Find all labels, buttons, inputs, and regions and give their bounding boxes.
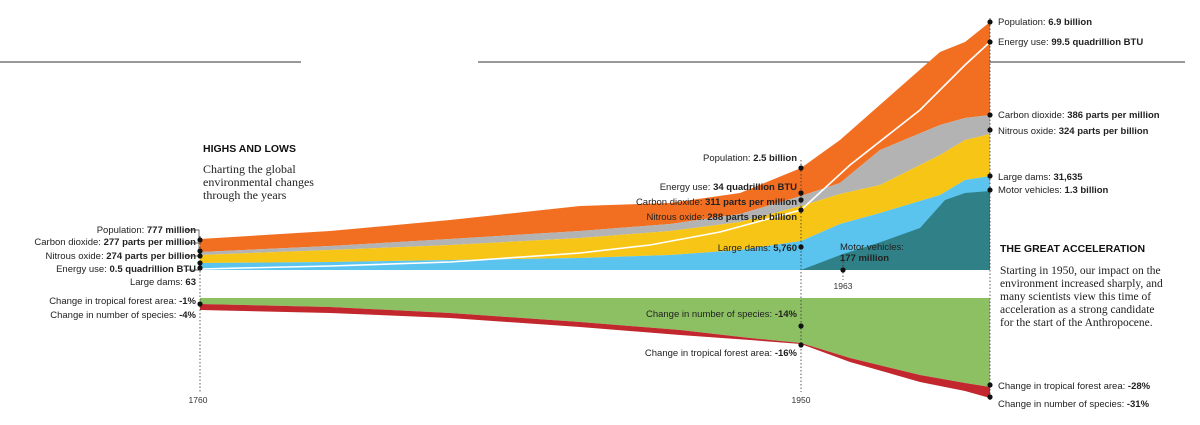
dot-right-forest bbox=[987, 382, 993, 388]
dot-left-carbon bbox=[197, 248, 203, 254]
dot-motor-vehicles-start bbox=[840, 267, 846, 273]
right-label-population: Population: 6.9 billion bbox=[998, 17, 1092, 28]
intro-subtitle-1: Charting the global bbox=[203, 162, 296, 176]
leader-left-carbon bbox=[186, 242, 200, 251]
population-band bbox=[200, 22, 990, 252]
nitrous-oxide-band bbox=[200, 134, 990, 263]
mid-label-large-dams: Large dams: 5,760 bbox=[718, 243, 797, 254]
dot-left-energy bbox=[197, 265, 203, 271]
left-label-species: Change in number of species: -4% bbox=[50, 310, 196, 321]
motor-vehicles-start-value: 177 million bbox=[840, 253, 889, 264]
dot-mid-energy bbox=[798, 190, 804, 196]
mid-label-energy-use: Energy use: 34 quadrillion BTU bbox=[660, 182, 797, 193]
side-body-5: for the start of the Anthropocene. bbox=[1000, 317, 1153, 329]
intro-subtitle-3: through the years bbox=[203, 188, 287, 202]
side-body-4: acceleration as a strong candidate bbox=[1000, 304, 1155, 316]
side-body-2: environment increased sharply, and bbox=[1000, 278, 1163, 290]
dot-mid-carbon bbox=[798, 197, 804, 203]
large-dams-band bbox=[200, 176, 990, 270]
right-label-forest: Change in tropical forest area: -28% bbox=[998, 381, 1151, 392]
dot-left-dams bbox=[197, 260, 203, 266]
side-body-3: many scientists view this time of bbox=[1000, 291, 1151, 303]
dot-mid-species bbox=[798, 323, 804, 329]
mid-label-nitrous-oxide: Nitrous oxide: 288 parts per billion bbox=[647, 212, 798, 223]
tick-label-1963: 1963 bbox=[834, 281, 853, 291]
left-label-nitrous-oxide: Nitrous oxide: 274 parts per billion bbox=[46, 251, 197, 262]
right-label-nitrous-oxide: Nitrous oxide: 324 parts per billion bbox=[998, 126, 1149, 137]
left-label-energy-use: Energy use: 0.5 quadrillion BTU bbox=[56, 264, 196, 275]
leader-left-population bbox=[186, 229, 200, 240]
right-label-large-dams: Large dams: 31,635 bbox=[998, 172, 1083, 183]
right-label-energy-use: Energy use: 99.5 quadrillion BTU bbox=[998, 37, 1143, 48]
mid-label-carbon-dioxide: Carbon dioxide: 311 parts per million bbox=[636, 197, 797, 208]
dot-mid-dams bbox=[798, 244, 804, 250]
mid-label-population: Population: 2.5 billion bbox=[703, 153, 797, 164]
dot-right-energy-use bbox=[987, 39, 993, 45]
left-label-carbon-dioxide: Carbon dioxide: 277 parts per million bbox=[34, 237, 196, 248]
right-label-species: Change in number of species: -31% bbox=[998, 399, 1150, 410]
right-label-carbon-dioxide: Carbon dioxide: 386 parts per million bbox=[998, 110, 1160, 121]
tropical-forest-band bbox=[200, 298, 990, 387]
dot-left-nitrous bbox=[197, 253, 203, 259]
dot-right-carbon-dioxide bbox=[987, 112, 993, 118]
dot-left-forest bbox=[197, 301, 203, 307]
tick-label-1760: 1760 bbox=[189, 395, 208, 405]
dot-left-population bbox=[197, 237, 203, 243]
stacked-bands bbox=[199, 22, 991, 398]
dot-right-large-dams bbox=[987, 173, 993, 179]
left-label-forest: Change in tropical forest area: -1% bbox=[49, 296, 196, 307]
mid-label-species: Change in number of species: -14% bbox=[646, 309, 798, 320]
dot-right-species bbox=[987, 394, 993, 400]
motor-vehicles-band bbox=[801, 191, 990, 270]
intro-subtitle-2: environmental changes bbox=[203, 175, 314, 189]
tick-label-1950: 1950 bbox=[792, 395, 811, 405]
left-label-population: Population: 777 million bbox=[97, 225, 196, 236]
intro-title: HIGHS AND LOWS bbox=[203, 143, 296, 155]
left-label-large-dams: Large dams: 63 bbox=[130, 277, 196, 288]
dot-mid-forest bbox=[798, 342, 804, 348]
dot-right-motor-vehicles bbox=[987, 187, 993, 193]
dot-mid-population bbox=[798, 165, 804, 171]
mid-label-forest: Change in tropical forest area: -16% bbox=[645, 348, 798, 359]
energy-use-line bbox=[199, 41, 991, 270]
right-label-motor-vehicles: Motor vehicles: 1.3 billion bbox=[998, 185, 1109, 196]
dot-mid-nitrous bbox=[798, 207, 804, 213]
side-title: THE GREAT ACCELERATION bbox=[1000, 243, 1145, 255]
dot-right-nitrous-oxide bbox=[987, 127, 993, 133]
dot-right-population bbox=[987, 19, 993, 25]
side-body-1: Starting in 1950, our impact on the bbox=[1000, 265, 1161, 277]
motor-vehicles-start-label: Motor vehicles: bbox=[840, 242, 904, 253]
